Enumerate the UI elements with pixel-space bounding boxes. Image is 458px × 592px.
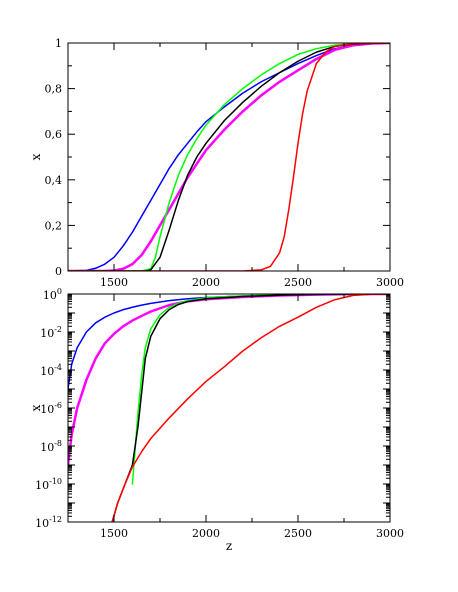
x-tick-label: 1500 [100, 527, 128, 540]
x-tick-label: 3000 [376, 527, 404, 540]
series-line-5 [68, 43, 390, 271]
chart-panel-1: 1500 2000 2500 3000 0 0,2 0,4 0,6 0,8 1 x [29, 37, 404, 289]
y-tick-label: 0,2 [45, 219, 63, 232]
series-line-3 [68, 43, 390, 271]
x-tick-label: 2000 [192, 276, 220, 289]
y-tick-label: 10-2 [40, 325, 62, 340]
series-line-4 [111, 294, 390, 522]
x-tick-label: 2000 [192, 527, 220, 540]
y-axis-label: x [29, 404, 43, 411]
x-tick-label: 2500 [284, 276, 312, 289]
x-tick-label: 3000 [376, 276, 404, 289]
y-tick-label: 10-6 [40, 401, 62, 416]
y-tick-label: 0,4 [45, 174, 63, 187]
y-axis-label: x [29, 153, 43, 160]
y-tick-label: 100 [43, 287, 62, 302]
series-group [68, 294, 390, 522]
series-line-2 [68, 43, 390, 271]
chart-panel-2: 1500 2000 2500 3000 10-12 10-10 10-8 10-6 10-4 10… [29, 287, 404, 553]
y-tick-label: 10-10 [35, 477, 62, 492]
plot-frame [67, 42, 391, 272]
series-line-1 [68, 43, 390, 271]
series-group [68, 43, 390, 271]
y-tick-label: 1 [55, 37, 62, 50]
series-line-4 [68, 43, 390, 271]
series-line-2 [68, 294, 390, 467]
y-tick-label: 0,6 [45, 128, 63, 141]
y-tick-label: 0 [55, 265, 62, 278]
x-axis-label: z [226, 539, 232, 553]
y-tick-label: 10-12 [35, 515, 62, 530]
series-line-1 [68, 294, 390, 390]
plot-frame [67, 293, 391, 523]
series-line-3 [131, 294, 390, 485]
x-tick-label: 1500 [100, 276, 128, 289]
series-line-5 [111, 294, 390, 522]
y-tick-label: 0,8 [45, 83, 63, 96]
x-tick-label: 2500 [284, 527, 312, 540]
y-tick-label: 10-4 [40, 363, 62, 378]
y-tick-label: 10-8 [40, 439, 62, 454]
